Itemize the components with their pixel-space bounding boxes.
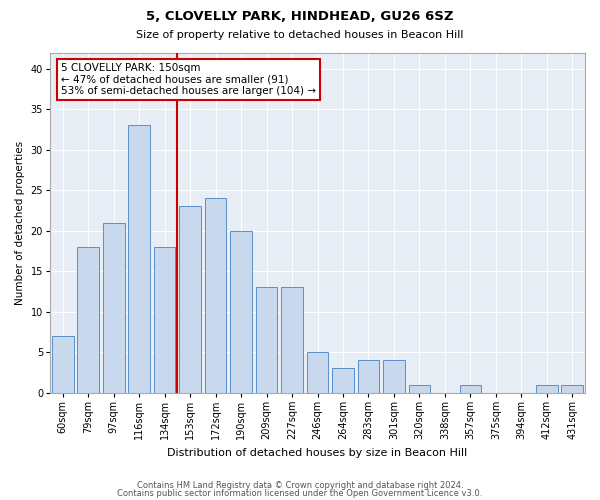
- Text: 5, CLOVELLY PARK, HINDHEAD, GU26 6SZ: 5, CLOVELLY PARK, HINDHEAD, GU26 6SZ: [146, 10, 454, 23]
- Bar: [409, 384, 430, 392]
- Bar: [230, 230, 252, 392]
- Bar: [562, 384, 583, 392]
- Bar: [128, 126, 150, 392]
- Bar: [77, 247, 99, 392]
- Bar: [281, 288, 303, 393]
- Bar: [256, 288, 277, 393]
- Bar: [307, 352, 328, 393]
- Text: Size of property relative to detached houses in Beacon Hill: Size of property relative to detached ho…: [136, 30, 464, 40]
- Bar: [52, 336, 74, 392]
- Text: Contains HM Land Registry data © Crown copyright and database right 2024.: Contains HM Land Registry data © Crown c…: [137, 481, 463, 490]
- Bar: [332, 368, 354, 392]
- Bar: [103, 222, 125, 392]
- Y-axis label: Number of detached properties: Number of detached properties: [15, 140, 25, 304]
- X-axis label: Distribution of detached houses by size in Beacon Hill: Distribution of detached houses by size …: [167, 448, 467, 458]
- Text: 5 CLOVELLY PARK: 150sqm
← 47% of detached houses are smaller (91)
53% of semi-de: 5 CLOVELLY PARK: 150sqm ← 47% of detache…: [61, 62, 316, 96]
- Bar: [358, 360, 379, 392]
- Text: Contains public sector information licensed under the Open Government Licence v3: Contains public sector information licen…: [118, 488, 482, 498]
- Bar: [154, 247, 175, 392]
- Bar: [460, 384, 481, 392]
- Bar: [179, 206, 201, 392]
- Bar: [383, 360, 405, 392]
- Bar: [536, 384, 557, 392]
- Bar: [205, 198, 226, 392]
